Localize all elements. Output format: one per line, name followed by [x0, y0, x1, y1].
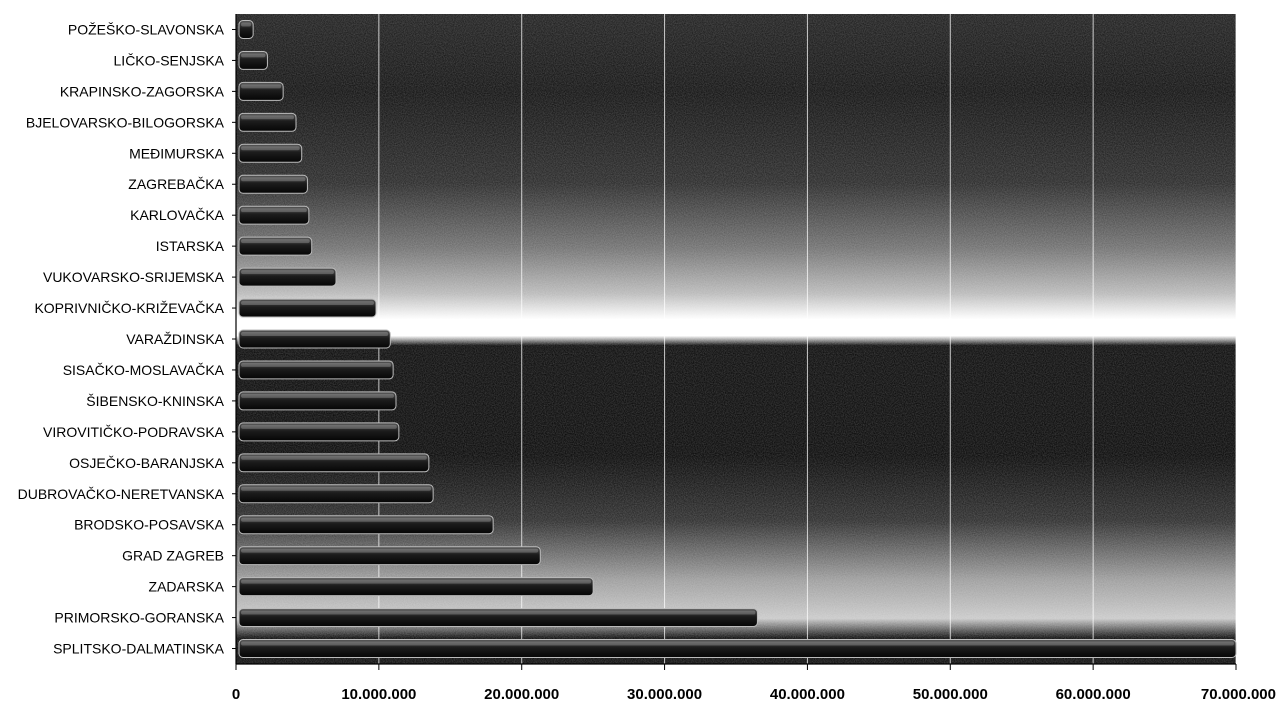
- category-label: SPLITSKO-DALMATINSKA: [53, 641, 225, 657]
- bar-highlight: [241, 22, 252, 27]
- category-label: VARAŽDINSKA: [126, 331, 224, 347]
- category-label: VUKOVARSKO-SRIJEMSKA: [43, 269, 225, 285]
- bar: [238, 20, 254, 39]
- x-tick-label: 0: [232, 686, 240, 703]
- bar: [238, 81, 284, 101]
- category-label: MEĐIMURSKA: [129, 145, 225, 161]
- bar: [238, 174, 308, 194]
- bar-highlight: [241, 486, 432, 491]
- bar: [238, 484, 434, 504]
- bar: [238, 546, 541, 566]
- bar: [238, 267, 337, 287]
- bar: [238, 329, 391, 349]
- category-label: PRIMORSKO-GORANSKA: [54, 610, 224, 626]
- x-tick-label: 70.000.000: [1201, 686, 1276, 703]
- bar-highlight: [241, 239, 310, 244]
- bar-highlight: [241, 301, 374, 306]
- bar-highlight: [241, 84, 282, 89]
- bar-highlight: [241, 455, 427, 460]
- category-label: KRAPINSKO-ZAGORSKA: [60, 83, 225, 99]
- bar-highlight: [241, 53, 266, 58]
- bar-highlight: [241, 146, 300, 151]
- category-label: POŽEŠKO-SLAVONSKA: [68, 21, 225, 37]
- bar: [238, 298, 377, 318]
- x-tick-label: 30.000.000: [627, 686, 702, 703]
- bar-highlight: [241, 332, 389, 336]
- category-label: DUBROVAČKO-NERETVANSKA: [18, 486, 225, 502]
- bar: [238, 577, 594, 597]
- bar-highlight: [241, 424, 397, 429]
- category-label: VIROVITIČKO-PODRAVSKA: [43, 424, 225, 440]
- x-tick-label: 10.000.000: [341, 686, 416, 703]
- bar: [238, 422, 400, 442]
- bar: [238, 50, 268, 70]
- bar: [238, 360, 394, 380]
- bar-highlight: [241, 517, 492, 522]
- bar: [238, 391, 397, 411]
- bar: [238, 639, 1237, 658]
- x-tick-label: 40.000.000: [770, 686, 845, 703]
- bar-highlight: [241, 208, 307, 213]
- bar-highlight: [241, 610, 756, 615]
- bar-highlight: [241, 579, 592, 584]
- bar-highlight: [241, 177, 306, 182]
- category-label: KARLOVAČKA: [130, 207, 225, 223]
- bar-highlight: [241, 115, 294, 120]
- category-label: LIČKO-SENJSKA: [114, 52, 225, 68]
- x-tick-label: 20.000.000: [484, 686, 559, 703]
- category-label: ŠIBENSKO-KNINSKA: [86, 393, 224, 409]
- x-tick-label: 50.000.000: [913, 686, 988, 703]
- bar: [238, 608, 758, 628]
- bar: [238, 205, 310, 225]
- x-tick-label: 60.000.000: [1056, 686, 1131, 703]
- bar: [238, 453, 430, 473]
- bar-highlight: [241, 362, 392, 367]
- bar: [238, 515, 494, 535]
- bar-highlight: [241, 641, 1234, 646]
- bar: [238, 236, 313, 256]
- bar: [238, 112, 297, 132]
- category-label: ISTARSKA: [156, 238, 225, 254]
- bar: [238, 143, 303, 163]
- category-label: BRODSKO-POSAVSKA: [74, 517, 225, 533]
- category-label: GRAD ZAGREB: [122, 548, 224, 564]
- category-label: OSJEČKO-BARANJSKA: [69, 455, 224, 471]
- bar-highlight: [241, 548, 539, 553]
- bar-highlight: [241, 393, 394, 398]
- category-label: BJELOVARSKO-BILOGORSKA: [26, 114, 225, 130]
- category-label: KOPRIVNIČKO-KRIŽEVAČKA: [34, 300, 224, 316]
- category-label: ZAGREBAČKA: [128, 176, 224, 192]
- bar-highlight: [241, 270, 334, 275]
- category-label: SISAČKO-MOSLAVAČKA: [63, 362, 225, 378]
- category-label: ZADARSKA: [149, 579, 225, 595]
